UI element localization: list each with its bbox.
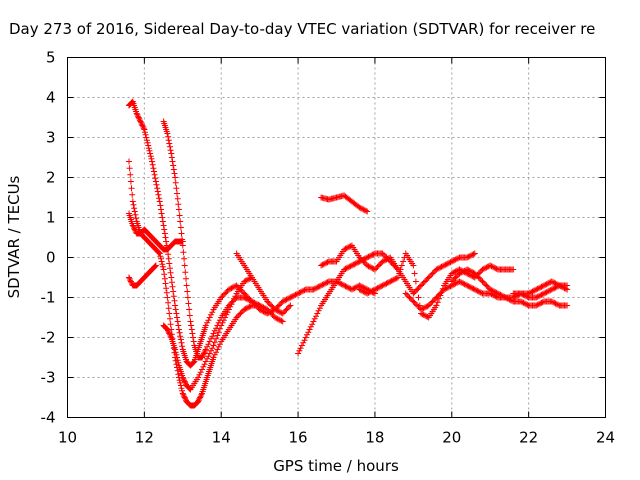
y-tick-label: -2 [41,329,56,347]
series-arc-14 [510,282,571,301]
y-tick-label: 2 [46,169,56,187]
y-tick-label: 1 [46,209,56,227]
series-arc-1 [126,98,378,369]
series-arc-5 [126,262,159,289]
series-arc-9 [318,192,371,215]
y-axis-label: SDTVAR / TECUs [5,175,23,298]
plus-marker [126,98,378,369]
plus-marker [318,242,478,297]
series-arc-6 [160,274,255,393]
x-tick-label: 10 [58,429,77,447]
y-tick-label: 3 [46,129,56,147]
chart-title: Day 273 of 2016, Sidereal Day-to-day VTE… [9,20,595,38]
x-tick-label: 12 [135,429,154,447]
plus-marker [295,250,401,357]
y-tick-label: -1 [41,289,56,307]
series-arc-8 [295,250,401,357]
y-tick-label: 5 [46,49,56,67]
plus-marker [402,278,571,313]
y-tick-label: -4 [41,409,56,427]
plus-marker [510,282,571,301]
series-arc-4 [126,210,186,253]
plot-frame [67,57,606,418]
series-arc-7 [233,250,294,317]
plus-marker [318,192,371,215]
series-arc-10 [318,242,478,297]
y-tick-label: 0 [46,249,56,267]
grid [67,57,606,418]
x-tick-label: 16 [289,429,308,447]
y-tick-label: -3 [41,369,56,387]
x-tick-label: 14 [212,429,231,447]
data-points [126,98,571,409]
y-tick-label: 4 [46,89,56,107]
x-tick-label: 24 [596,429,615,447]
plus-marker [233,250,294,317]
plus-marker [160,274,255,393]
plus-marker [126,158,286,409]
plus-marker [160,118,263,361]
x-tick-label: 18 [365,429,384,447]
plus-marker [126,210,186,253]
series-arc-2 [160,118,263,361]
x-tick-label: 22 [519,429,538,447]
series-arc-3 [126,158,286,409]
x-tick-label: 20 [442,429,461,447]
series-arc-12 [402,278,571,313]
x-axis-label: GPS time / hours [273,457,399,475]
plus-marker [126,262,159,289]
